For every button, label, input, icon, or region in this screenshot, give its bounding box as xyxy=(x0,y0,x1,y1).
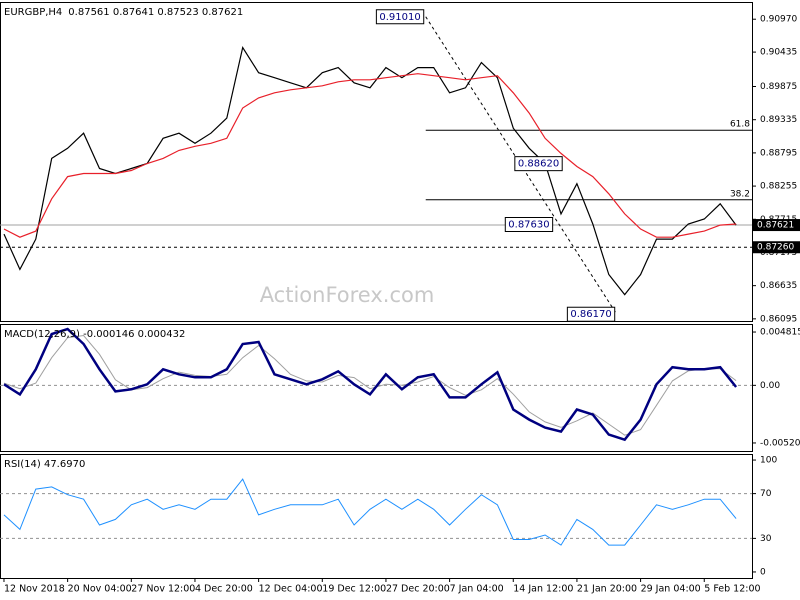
annotation: 0.87630 xyxy=(504,217,554,233)
series-line xyxy=(3,478,737,546)
x-tick-label: 27 Dec 20:00 xyxy=(386,584,450,595)
x-tick-label: 14 Jan 12:00 xyxy=(513,584,573,595)
y-tick-label: 0.89335 xyxy=(760,115,797,125)
x-tick-label: 12 Dec 04:00 xyxy=(259,584,323,595)
series-line xyxy=(3,73,737,238)
fib-label: 38.2 xyxy=(730,189,750,199)
panel-title: MACD(12,26,9) -0.000146 0.000432 xyxy=(4,329,185,340)
price-tag xyxy=(752,241,800,254)
x-tick-label: 12 Nov 2018 xyxy=(4,584,65,595)
annotation-box xyxy=(566,306,616,322)
x-tick-label: 4 Dec 20:00 xyxy=(195,584,253,595)
series-line xyxy=(3,334,737,436)
panel-frame xyxy=(0,2,753,322)
y-tick-label: 100 xyxy=(760,456,777,466)
annotation: 0.91010 xyxy=(375,9,425,25)
y-tick-label: 30 xyxy=(760,534,772,544)
x-tick-label: 20 Nov 04:00 xyxy=(68,584,132,595)
annotation-box xyxy=(514,156,563,172)
y-tick-label: 0.88795 xyxy=(760,148,797,158)
panel-title: EURGBP,H4 xyxy=(4,7,62,18)
annotation-label: 0.91010 xyxy=(379,12,420,23)
x-tick-label: 27 Nov 12:00 xyxy=(131,584,195,595)
x-tick-label: 29 Jan 04:00 xyxy=(641,584,701,595)
price-tag xyxy=(752,219,800,232)
y-tick-label: 0.90970 xyxy=(760,15,797,25)
x-tick-label: 7 Jan 04:00 xyxy=(450,584,504,595)
y-tick-label: 0.89875 xyxy=(760,82,797,92)
y-tick-label: 0.88255 xyxy=(760,182,797,192)
annotation: 0.88620 xyxy=(514,156,563,172)
annotation-label: 0.86170 xyxy=(570,309,611,320)
price-tag-label: 0.87621 xyxy=(757,221,794,231)
x-tick-label: 5 Feb 12:00 xyxy=(704,584,760,595)
y-tick-label: 0.00 xyxy=(760,381,780,391)
y-tick-label: 0 xyxy=(760,567,766,577)
series-line xyxy=(3,327,738,442)
watermark: ActionForex.com xyxy=(260,283,435,307)
x-tick-label: 19 Dec 12:00 xyxy=(322,584,386,595)
fib-label: 61.8 xyxy=(730,120,750,130)
annotation-label: 0.88620 xyxy=(518,159,559,170)
y-tick-label: 0.90435 xyxy=(760,48,797,58)
y-tick-label: 0.86635 xyxy=(760,281,797,291)
annotation-box xyxy=(375,9,425,25)
y-tick-label: 0.86095 xyxy=(760,314,797,324)
y-tick-label: -0.005204 xyxy=(760,438,800,448)
panel-subtitle: 0.87561 0.87641 0.87523 0.87621 xyxy=(68,7,243,18)
annotation: 0.86170 xyxy=(566,306,616,322)
annotation-box xyxy=(504,217,554,233)
annotation-label: 0.87630 xyxy=(508,220,549,231)
series-line xyxy=(3,45,737,296)
panel-title: RSI(14) 47.6970 xyxy=(4,459,85,470)
price-tag-label: 0.87260 xyxy=(757,243,794,253)
y-tick-label: 0.004815 xyxy=(760,328,800,338)
panel-frame xyxy=(0,454,753,579)
y-tick-label: 70 xyxy=(760,489,772,499)
x-tick-label: 21 Jan 20:00 xyxy=(577,584,637,595)
